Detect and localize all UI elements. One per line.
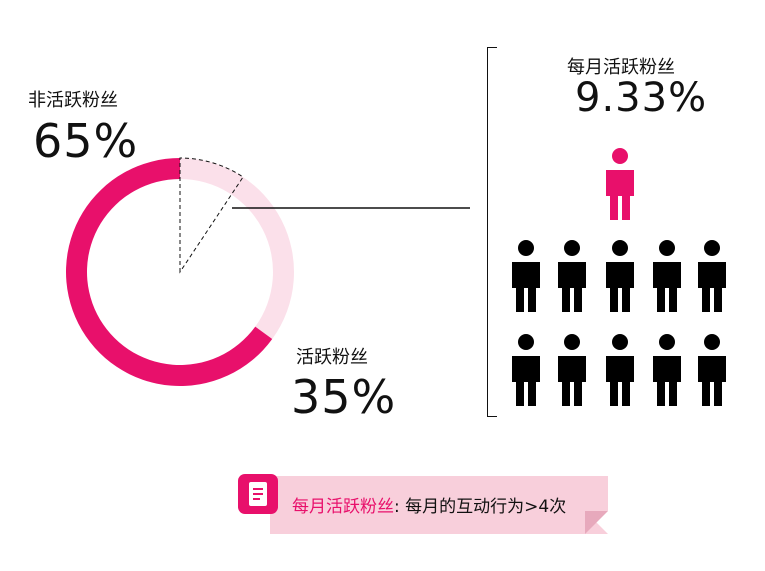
person-icon (698, 240, 726, 312)
definition-note (270, 476, 608, 534)
person-icon-highlight (606, 148, 634, 220)
person-icon (558, 334, 586, 406)
highlight-wedge (179, 157, 244, 274)
person-icon (698, 334, 726, 406)
definition-text: 每月活跃粉丝: 每月的互动行为>4次 (292, 492, 566, 517)
people-pictogram (512, 148, 726, 406)
donut-chart (65, 158, 294, 387)
pictogram-bracket (487, 47, 497, 417)
active-fans-slice (180, 158, 294, 340)
note-icon (238, 474, 278, 514)
person-icon (606, 334, 634, 406)
active-fans-percent: 35% (291, 370, 397, 424)
definition-term: 每月活跃粉丝 (292, 497, 394, 517)
definition-body: : 每月的互动行为>4次 (394, 497, 567, 517)
monthly-active-percent: 9.33% (575, 75, 708, 121)
person-icon (558, 240, 586, 312)
inactive-fans-label: 非活跃粉丝 (28, 90, 118, 111)
person-icon (653, 334, 681, 406)
person-icon (512, 334, 540, 406)
person-icon (512, 240, 540, 312)
person-icon (606, 240, 634, 312)
person-icon (653, 240, 681, 312)
active-fans-label: 活跃粉丝 (296, 347, 368, 368)
monthly-active-label: 每月活跃粉丝 (567, 57, 675, 78)
inactive-fans-percent: 65% (33, 114, 139, 168)
highlight-wedge-outline (179, 157, 244, 274)
